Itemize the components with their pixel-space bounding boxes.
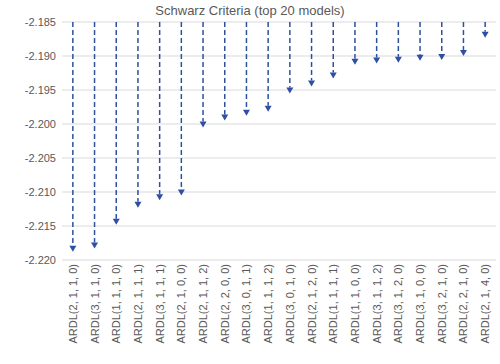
arrow-shaft bbox=[116, 22, 118, 219]
grid-line bbox=[62, 260, 496, 261]
arrow-shaft bbox=[398, 22, 400, 57]
arrow-shaft bbox=[246, 22, 248, 110]
arrow bbox=[373, 22, 380, 63]
arrow bbox=[243, 22, 250, 116]
x-tick-label: ARDL(3, 1, 1, 1) bbox=[154, 264, 166, 343]
arrow-head bbox=[286, 87, 293, 93]
arrow bbox=[134, 22, 141, 208]
arrow-head bbox=[243, 110, 250, 116]
arrow-shaft bbox=[94, 22, 96, 242]
arrow-head bbox=[69, 246, 76, 252]
x-tick-label: ARDL(2, 1, 1, 0) bbox=[67, 264, 79, 343]
arrow-shaft bbox=[137, 22, 139, 202]
arrow-shaft bbox=[181, 22, 183, 189]
arrow-shaft bbox=[354, 22, 356, 59]
marks bbox=[69, 22, 488, 252]
arrow bbox=[460, 22, 467, 56]
x-tick-label: ARDL(2, 2, 1, 0) bbox=[457, 264, 469, 343]
arrow bbox=[395, 22, 402, 63]
arrow bbox=[351, 22, 358, 65]
y-tick-label: -2.195 bbox=[25, 84, 56, 96]
arrow bbox=[178, 22, 185, 195]
arrow bbox=[113, 22, 120, 225]
arrow-head bbox=[460, 50, 467, 56]
y-tick-label: -2.200 bbox=[25, 118, 56, 130]
x-tick-label: ARDL(2, 1, 2, 0) bbox=[306, 264, 318, 343]
arrow-head bbox=[373, 57, 380, 63]
arrow-shaft bbox=[267, 22, 269, 106]
x-tick-label: ARDL(2, 1, 1, 2) bbox=[197, 264, 209, 343]
x-tick-label: ARDL(3, 1, 1, 0) bbox=[89, 264, 101, 343]
grid-line bbox=[62, 56, 496, 57]
arrow bbox=[438, 22, 445, 60]
arrow-head bbox=[351, 59, 358, 65]
arrow-shaft bbox=[419, 22, 421, 55]
arrow-head bbox=[200, 121, 207, 127]
x-tick-label: ARDL(3, 2, 1, 0) bbox=[436, 264, 448, 343]
y-tick-label: -2.220 bbox=[25, 254, 56, 266]
x-tick-label: ARDL(2, 2, 0, 0) bbox=[219, 264, 231, 343]
x-tick-label: ARDL(3, 1, 2, 0) bbox=[392, 264, 404, 343]
arrow-shaft bbox=[202, 22, 204, 121]
y-tick-label: -2.215 bbox=[25, 220, 56, 232]
arrow-shaft bbox=[159, 22, 161, 194]
x-tick-label: ARDL(2, 1, 4, 0) bbox=[479, 264, 491, 343]
arrow-head bbox=[330, 72, 337, 78]
x-tick-label: ARDL(1, 1, 1, 1) bbox=[327, 264, 339, 343]
arrow-shaft bbox=[224, 22, 226, 115]
grid-line bbox=[62, 226, 496, 227]
arrow-head bbox=[308, 81, 315, 87]
arrow bbox=[69, 22, 76, 252]
arrow bbox=[221, 22, 228, 121]
y-tick-label: -2.205 bbox=[25, 152, 56, 164]
arrow bbox=[308, 22, 315, 87]
y-tick-label: -2.190 bbox=[25, 50, 56, 62]
arrow-head bbox=[438, 54, 445, 60]
arrow bbox=[200, 22, 207, 127]
arrow-shaft bbox=[333, 22, 335, 72]
arrow-head bbox=[265, 106, 272, 112]
arrow-head bbox=[417, 55, 424, 61]
x-tick-label: ARDL(3, 1, 1, 2) bbox=[371, 264, 383, 343]
x-tick-label: ARDL(1, 1, 0, 0) bbox=[349, 264, 361, 343]
x-tick-label: ARDL(2, 1, 0, 0) bbox=[175, 264, 187, 343]
arrow-shaft bbox=[463, 22, 465, 50]
arrow-head bbox=[395, 57, 402, 63]
arrow-head bbox=[91, 242, 98, 248]
arrow bbox=[482, 22, 489, 38]
arrow bbox=[91, 22, 98, 248]
arrow-shaft bbox=[311, 22, 313, 81]
arrow-shaft bbox=[289, 22, 291, 87]
y-tick-label: -2.185 bbox=[25, 16, 56, 28]
arrow-head bbox=[156, 194, 163, 200]
x-tick-label: ARDL(3, 0, 1, 0) bbox=[284, 264, 296, 343]
arrow-head bbox=[221, 115, 228, 121]
arrow bbox=[265, 22, 272, 112]
arrow bbox=[417, 22, 424, 61]
y-tick-label: -2.210 bbox=[25, 186, 56, 198]
arrow-head bbox=[134, 202, 141, 208]
arrow-shaft bbox=[72, 22, 74, 246]
arrow-head bbox=[113, 219, 120, 225]
x-tick-label: ARDL(2, 1, 1, 1) bbox=[132, 264, 144, 343]
x-tick-label: ARDL(1, 1, 1, 2) bbox=[262, 264, 274, 343]
chart: Schwarz Criteria (top 20 models) -2.220 -2… bbox=[0, 0, 500, 364]
arrow bbox=[286, 22, 293, 93]
arrow-shaft bbox=[484, 22, 486, 32]
grid-line bbox=[62, 124, 496, 125]
title: Schwarz Criteria (top 20 models) bbox=[155, 3, 344, 18]
x-tick-label: ARDL(3, 0, 1, 1) bbox=[240, 264, 252, 343]
arrow bbox=[156, 22, 163, 200]
x-tick-label: ARDL(1, 1, 1, 0) bbox=[110, 264, 122, 343]
grid-line bbox=[62, 22, 496, 23]
grid-line bbox=[62, 90, 496, 91]
arrow-shaft bbox=[441, 22, 443, 54]
grid-line bbox=[62, 158, 496, 159]
arrow bbox=[330, 22, 337, 78]
arrow-head bbox=[178, 189, 185, 195]
x-tick-label: ARDL(3, 1, 0, 0) bbox=[414, 264, 426, 343]
arrow-head bbox=[482, 32, 489, 38]
grid-line bbox=[62, 192, 496, 193]
arrow-shaft bbox=[376, 22, 378, 57]
